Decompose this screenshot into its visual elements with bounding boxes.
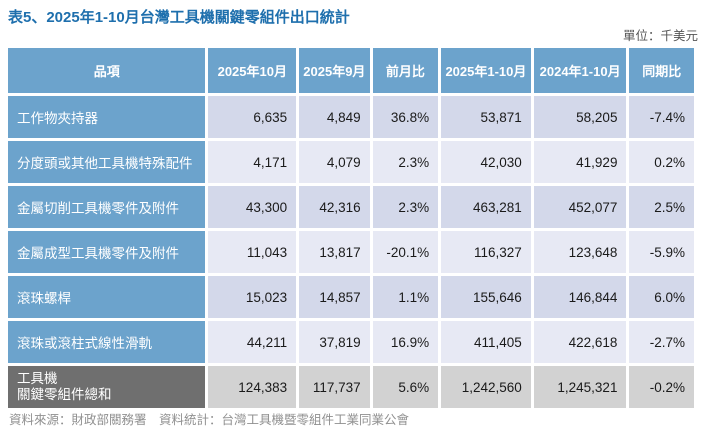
cell-value: 155,646	[441, 276, 531, 318]
cell-value: 44,211	[208, 321, 297, 363]
cell-value: 11,043	[208, 231, 297, 273]
cell-value: 463,281	[441, 186, 531, 228]
cell-value: 42,316	[299, 186, 370, 228]
cell-value: 53,871	[441, 96, 531, 138]
total-row: 工具機 關鍵零組件總和 124,383 117,737 5.6% 1,242,5…	[8, 366, 694, 408]
cell-value: 37,819	[299, 321, 370, 363]
cell-value: 5.6%	[372, 366, 439, 408]
cell-value: 1,245,321	[533, 366, 627, 408]
table-row: 滾珠或滾柱式線性滑軌 44,211 37,819 16.9% 411,405 4…	[8, 321, 694, 363]
row-label: 分度頭或其他工具機特殊配件	[8, 141, 206, 183]
unit-label: 單位：千美元	[622, 29, 698, 43]
cell-value: 13,817	[299, 231, 370, 273]
cell-value: 15,023	[208, 276, 297, 318]
cell-value: 4,079	[299, 141, 370, 183]
column-header-yoy: 同期比	[629, 48, 694, 93]
cell-value: 2.3%	[372, 141, 439, 183]
table-row: 滾珠螺桿 15,023 14,857 1.1% 155,646 146,844 …	[8, 276, 694, 318]
cell-value: 16.9%	[372, 321, 439, 363]
table-row: 工作物夾持器 6,635 4,849 36.8% 53,871 58,205 -…	[8, 96, 694, 138]
cell-value: -0.2%	[629, 366, 694, 408]
table-row: 金屬成型工具機零件及附件 11,043 13,817 -20.1% 116,32…	[8, 231, 694, 273]
cell-value: 116,327	[441, 231, 531, 273]
cell-value: 1,242,560	[441, 366, 531, 408]
row-label: 工作物夾持器	[8, 96, 206, 138]
cell-value: 43,300	[208, 186, 297, 228]
column-header-2025-9: 2025年9月	[299, 48, 370, 93]
row-label: 金屬成型工具機零件及附件	[8, 231, 206, 273]
cell-value: 124,383	[208, 366, 297, 408]
cell-value: 123,648	[533, 231, 627, 273]
cell-value: 146,844	[533, 276, 627, 318]
cell-value: 411,405	[441, 321, 531, 363]
cell-value: -20.1%	[372, 231, 439, 273]
cell-value: 1.1%	[372, 276, 439, 318]
cell-value: 0.2%	[629, 141, 694, 183]
cell-value: 4,171	[208, 141, 297, 183]
column-header-mom: 前月比	[372, 48, 439, 93]
column-header-item: 品項	[8, 48, 206, 93]
cell-value: -2.7%	[629, 321, 694, 363]
column-header-2024-ytd: 2024年1-10月	[533, 48, 627, 93]
cell-value: 6,635	[208, 96, 297, 138]
cell-value: 422,618	[533, 321, 627, 363]
cell-value: -7.4%	[629, 96, 694, 138]
cell-value: 6.0%	[629, 276, 694, 318]
cell-value: 41,929	[533, 141, 627, 183]
header-row: 品項 2025年10月 2025年9月 前月比 2025年1-10月 2024年…	[8, 48, 694, 93]
total-row-label-line2: 關鍵零組件總和	[17, 387, 112, 402]
row-label: 滾珠螺桿	[8, 276, 206, 318]
table-row: 分度頭或其他工具機特殊配件 4,171 4,079 2.3% 42,030 41…	[8, 141, 694, 183]
cell-value: 117,737	[299, 366, 370, 408]
cell-value: 36.8%	[372, 96, 439, 138]
cell-value: 4,849	[299, 96, 370, 138]
row-label: 金屬切削工具機零件及附件	[8, 186, 206, 228]
column-header-2025-10: 2025年10月	[208, 48, 297, 93]
cell-value: 452,077	[533, 186, 627, 228]
row-label: 滾珠或滾柱式線性滑軌	[8, 321, 206, 363]
cell-value: 2.3%	[372, 186, 439, 228]
cell-value: 2.5%	[629, 186, 694, 228]
total-row-label: 工具機 關鍵零組件總和	[8, 366, 206, 408]
page-title: 表5、2025年1-10月台灣工具機關鍵零組件出口統計	[8, 9, 350, 26]
source-note: 資料來源：財政部關務署 資料統計：台灣工具機暨零組件工業同業公會	[9, 413, 410, 427]
total-row-label-line1: 工具機	[17, 371, 58, 386]
export-stats-table: 品項 2025年10月 2025年9月 前月比 2025年1-10月 2024年…	[5, 45, 697, 411]
cell-value: 58,205	[533, 96, 627, 138]
cell-value: -5.9%	[629, 231, 694, 273]
cell-value: 42,030	[441, 141, 531, 183]
table-row: 金屬切削工具機零件及附件 43,300 42,316 2.3% 463,281 …	[8, 186, 694, 228]
column-header-2025-ytd: 2025年1-10月	[441, 48, 531, 93]
cell-value: 14,857	[299, 276, 370, 318]
